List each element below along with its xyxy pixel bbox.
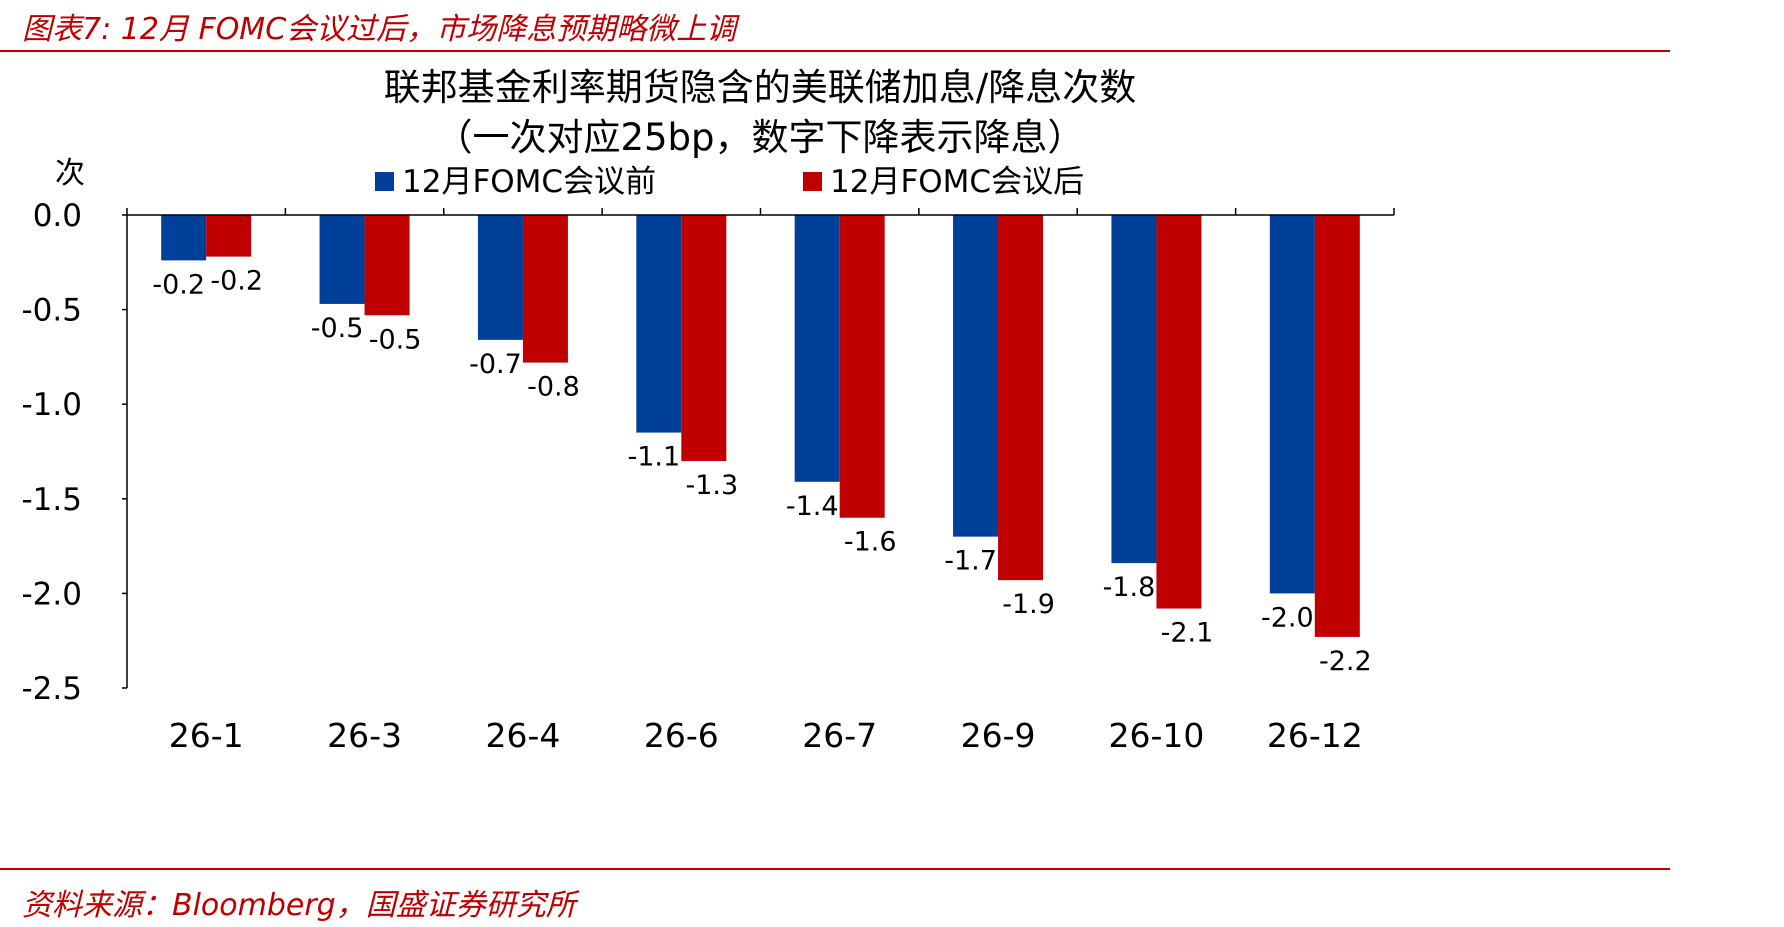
legend-swatch [803, 172, 822, 191]
x-tick-label: 26-3 [327, 716, 402, 755]
x-tick-label: 26-4 [485, 716, 560, 755]
y-tick-label: -1.5 [22, 482, 83, 518]
bar-before-26-6 [636, 215, 682, 433]
data-label: -0.5 [311, 313, 364, 344]
y-tick-label: 0.0 [33, 198, 82, 234]
bar-before-26-7 [794, 215, 840, 482]
x-tick-label: 26-12 [1267, 716, 1363, 755]
bottom-rule [0, 868, 1670, 870]
y-tick-label: -2.5 [22, 671, 83, 707]
y-axis-unit-label: 次 [55, 156, 85, 191]
data-label: -1.6 [844, 527, 897, 558]
x-tick-label: 26-1 [169, 716, 244, 755]
data-label: -0.5 [369, 324, 422, 355]
data-label: -2.1 [1161, 618, 1214, 649]
x-tick-label: 26-10 [1108, 716, 1204, 755]
data-label: -1.1 [627, 442, 680, 473]
data-label: -2.0 [1261, 602, 1314, 633]
x-tick-label: 26-9 [961, 716, 1036, 755]
bar-after-26-7 [839, 215, 885, 518]
data-label: -0.8 [527, 372, 580, 403]
data-label: -1.9 [1002, 589, 1055, 620]
data-label: -0.2 [152, 269, 205, 300]
bars [161, 215, 1360, 637]
legend-swatch [375, 172, 394, 191]
bar-before-26-10 [1111, 215, 1157, 564]
x-tick-label: 26-6 [644, 716, 719, 755]
data-label: -1.4 [786, 491, 839, 522]
chart-subtitle: （一次对应25bp，数字下降表示降息） [435, 116, 1084, 159]
bar-before-26-9 [953, 215, 999, 537]
figure-title: 图表7: 12月 FOMC会议过后，市场降息预期略微上调 [22, 12, 737, 47]
bar-after-26-10 [1156, 215, 1202, 609]
data-label: -2.2 [1319, 646, 1372, 677]
y-tick-label: -1.0 [22, 387, 83, 423]
bar-before-26-1 [161, 215, 207, 261]
bar-after-26-3 [364, 215, 410, 316]
legend-label: 12月FOMC会议前 [402, 164, 656, 200]
legend: 12月FOMC会议前 12月FOMC会议后 [375, 164, 1084, 200]
bar-before-26-4 [477, 215, 523, 340]
data-labels: -0.2 -0.5 -0.7 -1.1 -1.4 -1.7 -1.8 -2.0 -0.2 -0.5… [152, 266, 1371, 677]
data-label: -0.2 [210, 266, 263, 297]
data-label: -1.8 [1103, 572, 1156, 603]
y-tick-label: -0.5 [22, 293, 83, 329]
bar-after-26-4 [522, 215, 568, 363]
chart-title: 联邦基金利率期货隐含的美联储加息/降息次数 [384, 66, 1136, 109]
axes: 0.0 -0.5 -1.0 -1.5 -2.0 -2.5 26-1 26-3 26-4 26-6 2… [22, 198, 1395, 755]
source-note: 资料来源：Bloomberg，国盛证券研究所 [22, 888, 576, 923]
data-label: -1.7 [944, 546, 997, 577]
bar-before-26-12 [1269, 215, 1315, 594]
bar-after-26-12 [1314, 215, 1360, 637]
legend-label: 12月FOMC会议后 [830, 164, 1084, 200]
data-label: -1.3 [685, 470, 738, 501]
data-label: -0.7 [469, 349, 522, 380]
bar-before-26-3 [319, 215, 365, 304]
y-tick-label: -2.0 [22, 576, 83, 612]
bar-after-26-6 [681, 215, 727, 461]
top-rule [0, 50, 1670, 52]
bar-after-26-1 [206, 215, 252, 257]
x-tick-label: 26-7 [802, 716, 877, 755]
bar-after-26-9 [998, 215, 1044, 581]
